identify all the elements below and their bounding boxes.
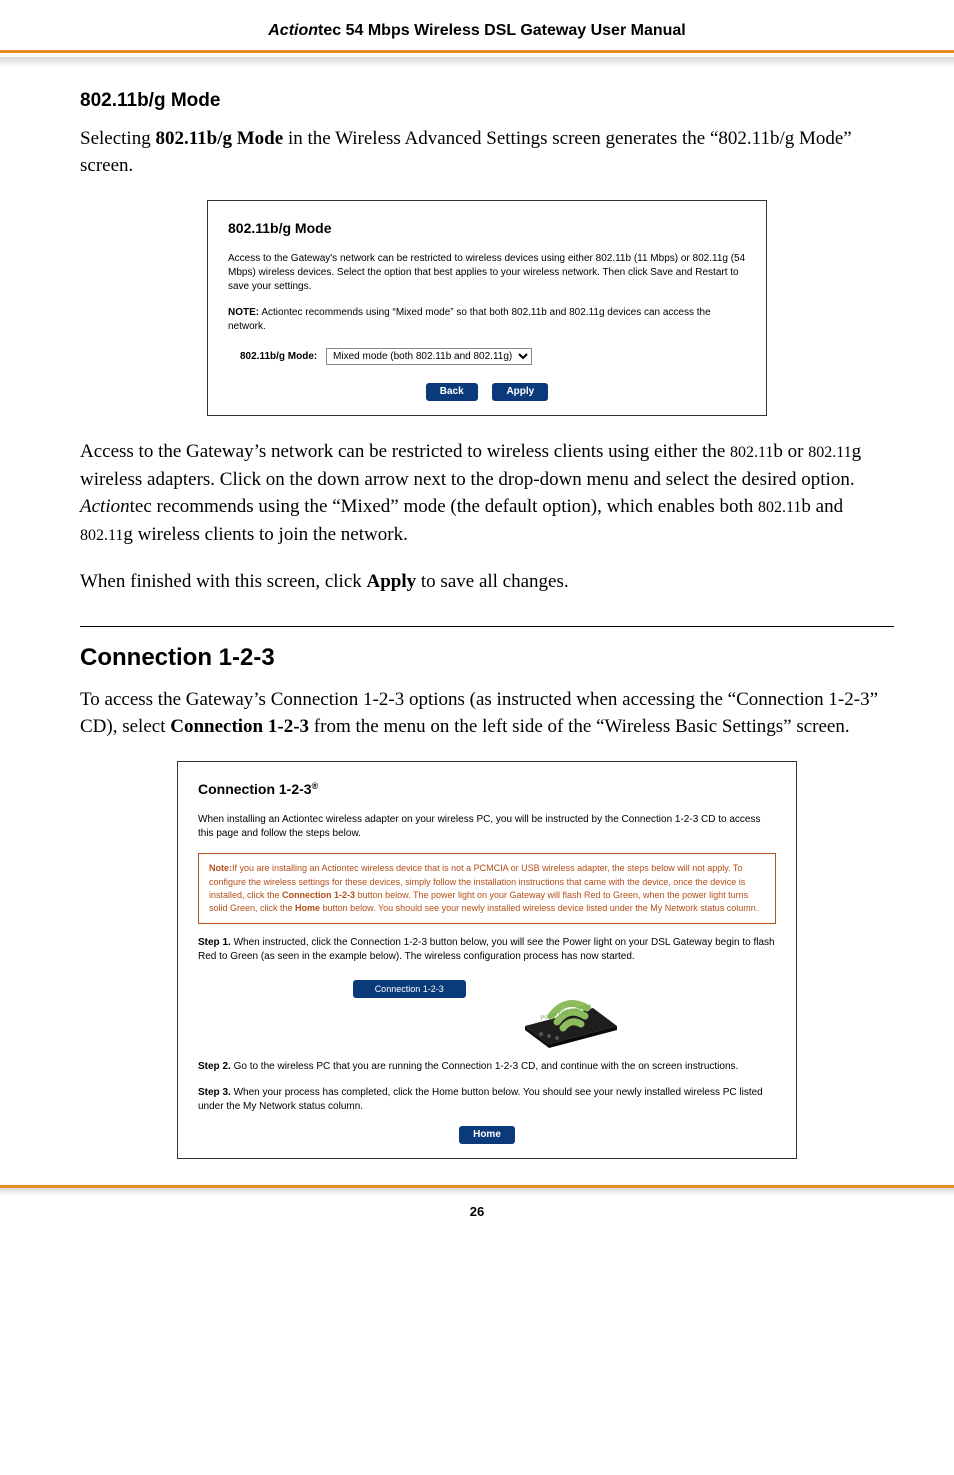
manual-title: Actiontec 54 Mbps Wireless DSL Gateway U… — [268, 22, 685, 39]
step-1: Step 1. When instructed, click the Conne… — [198, 936, 776, 964]
step-body: When instructed, click the Connection 1-… — [198, 937, 775, 962]
step-label: Step 3. — [198, 1087, 231, 1098]
heading-802-mode: 802.11b/g Mode — [80, 87, 894, 115]
page-header: Actiontec 54 Mbps Wireless DSL Gateway U… — [0, 0, 954, 50]
panel-802-mode: 802.11b/g Mode Access to the Gateway's n… — [207, 200, 767, 417]
footer-shadow — [0, 1188, 954, 1196]
intro-connection-123: To access the Gateway’s Connection 1-2-3… — [80, 686, 894, 741]
header-rule — [0, 50, 954, 53]
text-bold: Connection 1-2-3 — [170, 716, 309, 737]
connection-button-row: Connection 1-2-3 Power DSL Internet — [198, 976, 776, 1048]
panel-paragraph: When installing an Actiontec wireless ad… — [198, 813, 776, 841]
para-apply: When finished with this screen, click Ap… — [80, 568, 894, 596]
text: b or — [773, 441, 808, 462]
panel-button-row: Back Apply — [228, 383, 746, 401]
text-num: 802.11 — [80, 527, 123, 544]
step-label: Step 1. — [198, 937, 231, 948]
registered-mark: ® — [312, 781, 319, 791]
text-bold: 802.11b/g Mode — [155, 128, 283, 149]
panel-title: 802.11b/g Mode — [228, 219, 746, 239]
step-label: Step 2. — [198, 1061, 231, 1072]
brand-rest: tec 54 Mbps Wireless DSL Gateway User Ma… — [318, 22, 686, 39]
text: g wireless clients to join the network. — [123, 524, 407, 545]
panel-title: Connection 1-2-3® — [198, 780, 776, 800]
note-label: Note: — [209, 863, 232, 873]
step-body: When your process has completed, click t… — [198, 1087, 763, 1112]
para-restrict-access: Access to the Gateway’s network can be r… — [80, 438, 894, 548]
panel-paragraph: Access to the Gateway's network can be r… — [228, 252, 746, 294]
page-number: 26 — [0, 1196, 954, 1243]
mode-field-label: 802.11b/g Mode: — [240, 351, 317, 362]
section-divider — [80, 626, 894, 627]
text: Access to the Gateway’s network can be r… — [80, 441, 730, 462]
brand-italic: Action — [268, 22, 318, 39]
gateway-device-icon: Power DSL Internet — [511, 976, 621, 1048]
text-num: 802.11 — [730, 444, 773, 461]
brand-italic: Action — [80, 496, 130, 517]
note-bold: Home — [295, 903, 320, 913]
step-body: Go to the wireless PC that you are runni… — [231, 1061, 739, 1072]
text-num: 802.11 — [758, 499, 801, 516]
text: to save all changes. — [416, 571, 568, 592]
panel-button-row: Home — [198, 1126, 776, 1144]
home-button[interactable]: Home — [459, 1126, 515, 1144]
text: b and — [801, 496, 843, 517]
panel-note-box: Note:If you are installing an Actiontec … — [198, 853, 776, 923]
step-3: Step 3. When your process has completed,… — [198, 1086, 776, 1114]
intro-802-mode: Selecting 802.11b/g Mode in the Wireless… — [80, 125, 894, 180]
note-bold: Connection 1-2-3 — [282, 890, 355, 900]
text: tec recommends using the “Mixed” mode (t… — [130, 496, 758, 517]
text-num: 802.11 — [808, 444, 851, 461]
text: Selecting — [80, 128, 155, 149]
note-label: NOTE: — [228, 307, 259, 318]
mode-field-row: 802.11b/g Mode: Mixed mode (both 802.11b… — [240, 348, 746, 365]
back-button[interactable]: Back — [426, 383, 478, 401]
step-2: Step 2. Go to the wireless PC that you a… — [198, 1060, 776, 1074]
content-area: 802.11b/g Mode Selecting 802.11b/g Mode … — [0, 67, 954, 1159]
note-body: Actiontec recommends using “Mixed mode” … — [228, 307, 711, 332]
mode-select[interactable]: Mixed mode (both 802.11b and 802.11g) — [326, 348, 532, 365]
connection-123-button[interactable]: Connection 1-2-3 — [353, 980, 466, 999]
note-text: button below. You should see your newly … — [320, 903, 758, 913]
panel-connection-123: Connection 1-2-3® When installing an Act… — [177, 761, 797, 1159]
heading-connection-123: Connection 1-2-3 — [80, 641, 894, 676]
text: When finished with this screen, click — [80, 571, 367, 592]
panel-note: NOTE: Actiontec recommends using “Mixed … — [228, 306, 746, 334]
text-bold: Apply — [367, 571, 417, 592]
header-shadow — [0, 57, 954, 67]
title-text: Connection 1-2-3 — [198, 781, 312, 797]
apply-button[interactable]: Apply — [492, 383, 548, 401]
text: from the menu on the left side of the “W… — [309, 716, 850, 737]
